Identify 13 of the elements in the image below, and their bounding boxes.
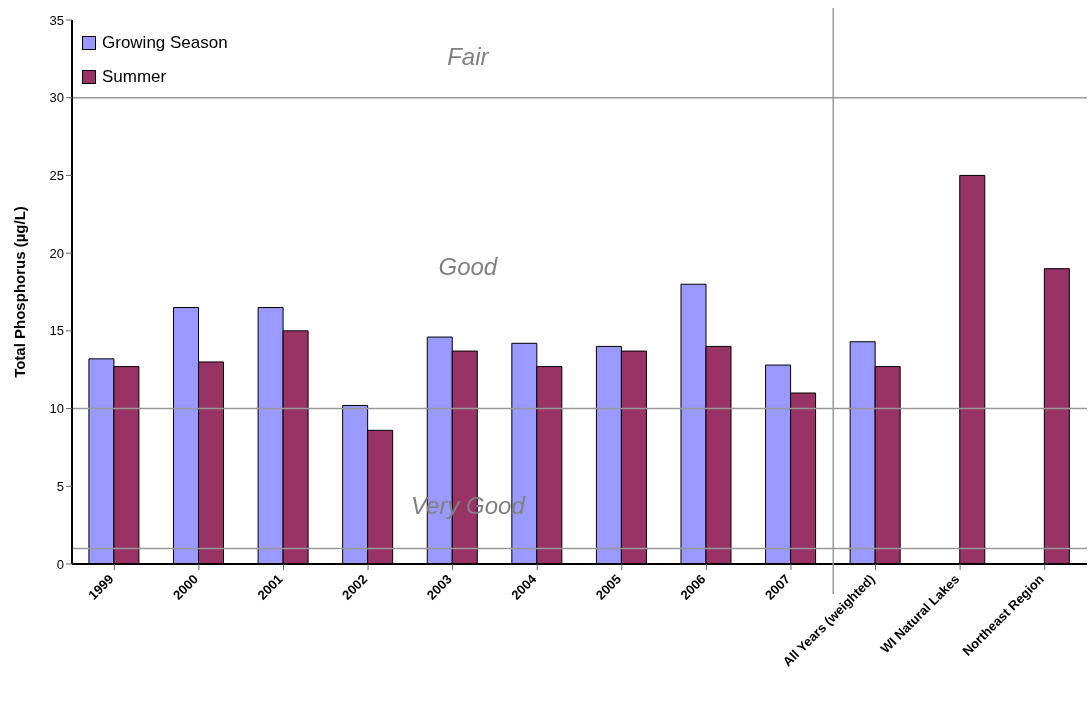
y-tick-label: 15 bbox=[49, 323, 64, 339]
annotation: Good bbox=[438, 253, 498, 281]
y-tick-label: 30 bbox=[49, 90, 64, 106]
y-tick-label: 0 bbox=[56, 556, 64, 572]
legend-label: Summer bbox=[102, 66, 167, 88]
y-tick-label: 5 bbox=[56, 478, 64, 494]
y-tick-label: 35 bbox=[49, 12, 64, 28]
y-tick-label: 25 bbox=[49, 168, 64, 184]
legend-label: Growing Season bbox=[102, 32, 228, 54]
y-axis-title: Total Phosphorus (µg/L) bbox=[11, 206, 29, 378]
annotation: Fair bbox=[447, 43, 490, 71]
y-tick-label: 20 bbox=[49, 245, 64, 261]
y-tick-label: 10 bbox=[49, 401, 64, 417]
